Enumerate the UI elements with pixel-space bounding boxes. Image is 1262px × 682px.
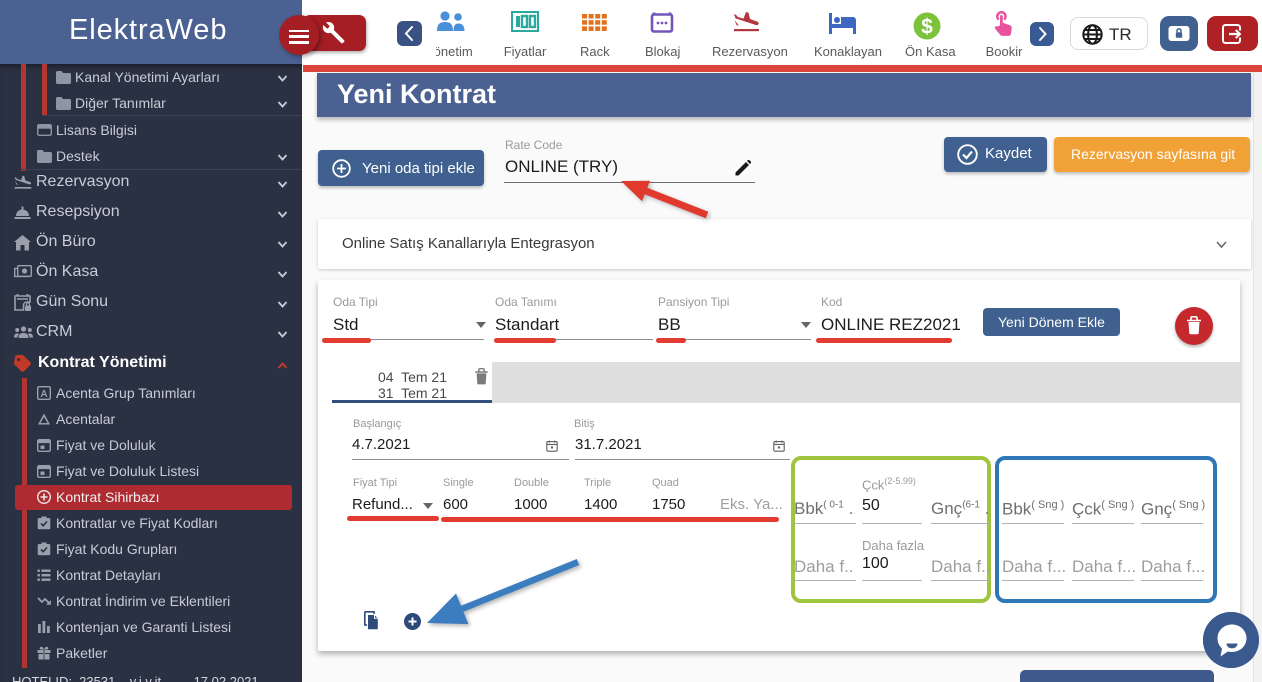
svg-text:$: $ (921, 16, 933, 39)
svg-text:A: A (40, 389, 47, 400)
